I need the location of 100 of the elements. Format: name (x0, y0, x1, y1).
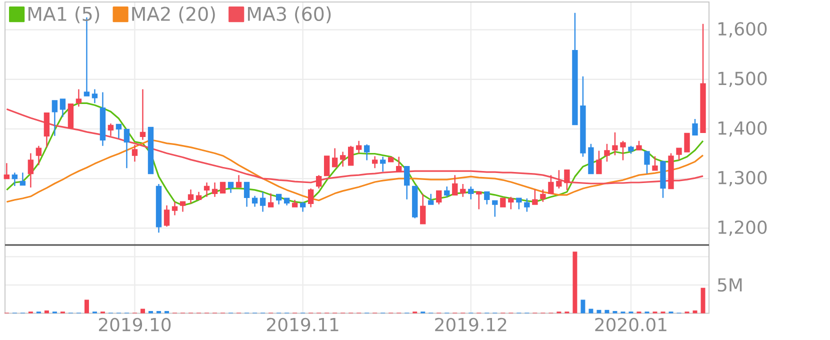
candlestick (412, 186, 418, 219)
y-tick-label: 5M (718, 278, 742, 292)
candlestick (332, 148, 338, 168)
candlestick (468, 186, 474, 200)
candlestick (36, 145, 42, 166)
candlestick (388, 156, 394, 162)
candlestick (500, 198, 506, 208)
candlestick (20, 172, 26, 186)
candlestick (196, 191, 202, 200)
y-tick-label: 1,300 (718, 170, 767, 186)
candlestick (300, 201, 306, 212)
legend-label: MA3 (60) (248, 6, 331, 24)
candlestick (572, 12, 578, 126)
candlestick (372, 156, 378, 169)
candlestick (4, 162, 10, 180)
candlestick (660, 160, 666, 198)
candlestick (100, 92, 106, 146)
x-tick-label: 2020.01 (595, 318, 666, 332)
bar (588, 308, 594, 314)
candlestick (228, 182, 234, 194)
candlestick (284, 198, 290, 206)
y-tick-label: 1,400 (718, 121, 767, 137)
candlestick (12, 172, 18, 187)
bar (692, 310, 698, 314)
candlestick (524, 198, 530, 212)
candlestick (212, 182, 218, 198)
bar (572, 252, 578, 314)
candlestick (540, 188, 546, 202)
candlestick (52, 100, 58, 136)
candlestick (292, 199, 298, 208)
candlestick (364, 144, 370, 161)
bar (604, 310, 610, 314)
candlestick (484, 191, 490, 205)
candlestick (92, 88, 98, 104)
candlestick (348, 145, 354, 166)
candlestick (276, 194, 282, 205)
candlestick (204, 182, 210, 198)
candlestick (220, 182, 226, 194)
candlestick (404, 166, 410, 200)
candlestick (140, 88, 146, 140)
candlestick (580, 76, 586, 158)
candlestick (380, 156, 386, 172)
candlestick (356, 140, 362, 154)
y-tick-label: 1,200 (718, 220, 767, 236)
y-tick-label: 1,600 (718, 22, 767, 38)
candlestick (268, 192, 274, 208)
candlestick (692, 118, 698, 136)
candlestick (132, 144, 138, 162)
legend-label: MA1 (5) (28, 6, 100, 24)
candlestick (244, 182, 250, 208)
y-tick-label: 1,500 (718, 72, 767, 88)
candlestick (460, 183, 466, 198)
candlestick (188, 188, 194, 204)
candlestick (124, 128, 130, 169)
bar (140, 308, 145, 314)
candlestick (236, 174, 242, 188)
candlestick (420, 193, 426, 224)
candlestick (620, 140, 626, 161)
candlestick (308, 188, 314, 208)
candlestick (700, 23, 706, 134)
candlestick (116, 124, 122, 139)
candlestick (260, 191, 266, 212)
candlestick (444, 186, 450, 198)
candlestick (532, 188, 538, 205)
candlestick (652, 156, 658, 171)
candlestick (436, 190, 442, 205)
candlestick (684, 132, 690, 152)
bar (84, 300, 89, 314)
candlestick (636, 140, 642, 150)
bar (596, 310, 602, 314)
bar (44, 310, 49, 314)
candlestick (676, 148, 682, 161)
candlestick (108, 122, 114, 136)
candlestick (28, 152, 34, 188)
x-tick-label: 2019.11 (267, 318, 338, 332)
candlestick (588, 143, 594, 174)
candlestick (628, 145, 634, 154)
candlestick (324, 156, 330, 176)
candlestick (612, 132, 618, 156)
candlestick (60, 98, 66, 118)
bar (580, 300, 586, 314)
candlestick (492, 200, 498, 218)
candlestick (508, 196, 514, 210)
candlestick (44, 112, 50, 148)
candlestick (180, 201, 186, 212)
candlestick (396, 156, 402, 172)
candlestick (156, 183, 162, 234)
x-tick-label: 2019.12 (435, 318, 506, 332)
candlestick (148, 126, 154, 174)
candlestick (172, 201, 178, 216)
candlestick (452, 174, 458, 196)
x-tick-label: 2019.10 (98, 318, 171, 332)
candlestick (604, 143, 610, 162)
candlestick (252, 195, 258, 208)
candlestick (164, 204, 170, 228)
legend-label: MA2 (20) (132, 6, 215, 24)
candlestick (428, 193, 434, 205)
candlestick (476, 191, 482, 210)
candlestick (516, 198, 522, 210)
candlestick (596, 150, 602, 174)
